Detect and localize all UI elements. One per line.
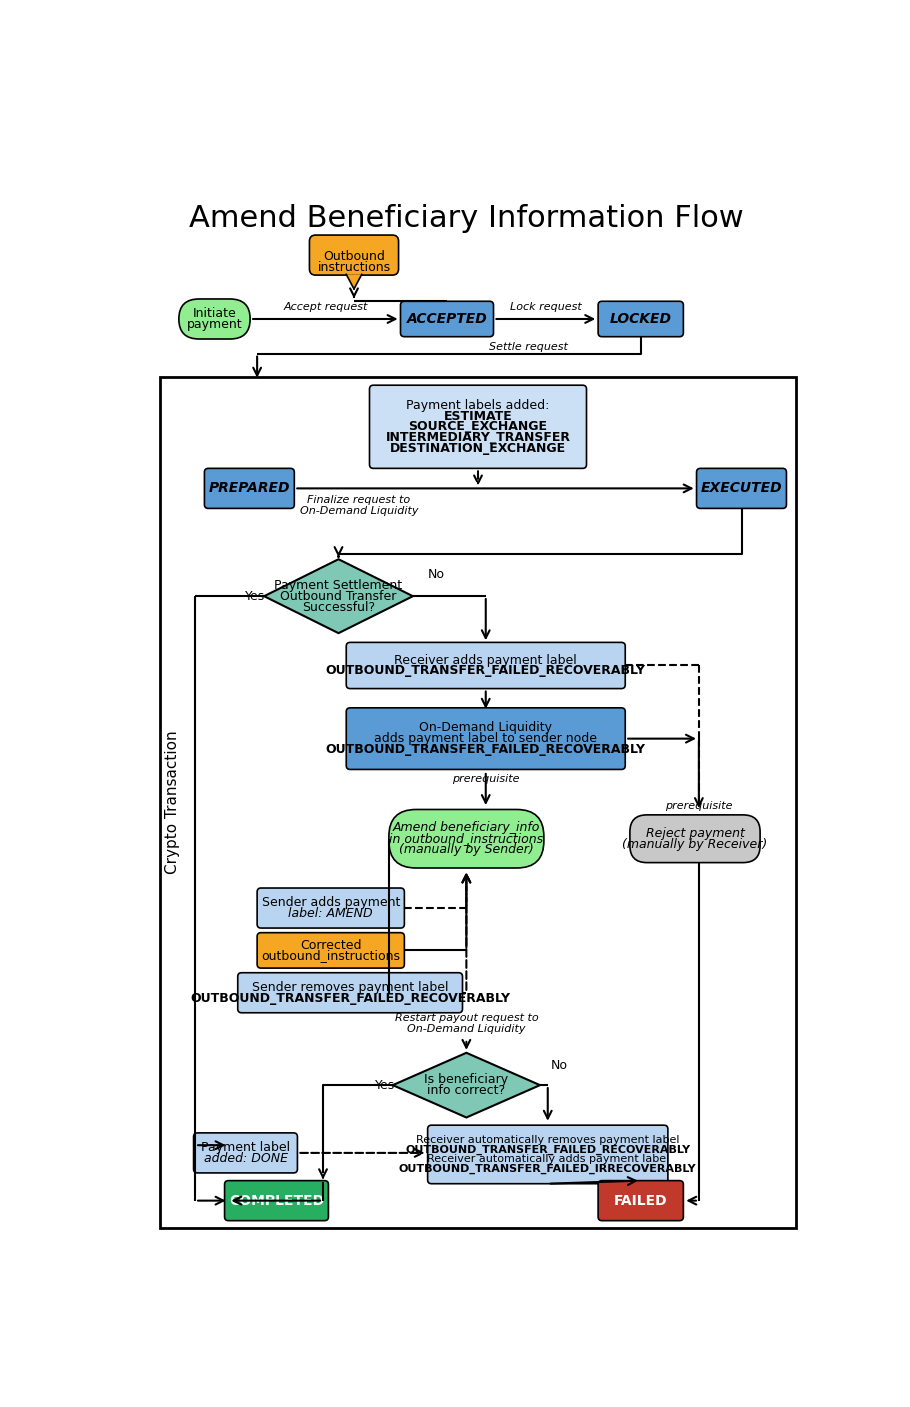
Text: Reject payment: Reject payment: [645, 827, 744, 840]
FancyBboxPatch shape: [309, 235, 399, 276]
FancyBboxPatch shape: [258, 933, 404, 968]
Text: INTERMEDIARY_TRANSFER: INTERMEDIARY_TRANSFER: [386, 431, 571, 445]
Text: prerequisite: prerequisite: [452, 774, 520, 784]
FancyBboxPatch shape: [258, 888, 404, 929]
Polygon shape: [346, 274, 362, 288]
FancyBboxPatch shape: [346, 708, 625, 770]
Text: instructions: instructions: [318, 262, 390, 274]
Text: Crypto Transaction: Crypto Transaction: [165, 730, 180, 874]
Text: OUTBOUND_TRANSFER_FAILED_RECOVERABLY: OUTBOUND_TRANSFER_FAILED_RECOVERABLY: [405, 1144, 691, 1155]
Text: Is beneficiary: Is beneficiary: [424, 1074, 509, 1086]
FancyBboxPatch shape: [696, 469, 786, 508]
Text: Accept request: Accept request: [283, 303, 368, 312]
Text: Payment labels added:: Payment labels added:: [406, 398, 550, 412]
Text: SOURCE_EXCHANGE: SOURCE_EXCHANGE: [409, 421, 548, 433]
Text: Receiver automatically removes payment label: Receiver automatically removes payment l…: [416, 1135, 680, 1145]
Text: FAILED: FAILED: [614, 1193, 668, 1207]
Text: Initiate: Initiate: [193, 307, 237, 321]
Text: No: No: [551, 1059, 568, 1072]
FancyBboxPatch shape: [598, 1180, 683, 1221]
Text: Receiver automatically adds payment label: Receiver automatically adds payment labe…: [427, 1154, 669, 1164]
Text: Sender removes payment label: Sender removes payment label: [252, 981, 449, 993]
Text: DESTINATION_EXCHANGE: DESTINATION_EXCHANGE: [390, 442, 566, 454]
Text: Receiver adds payment label: Receiver adds payment label: [394, 654, 577, 667]
Text: Payment Settlement: Payment Settlement: [275, 578, 402, 591]
FancyBboxPatch shape: [205, 469, 294, 508]
Text: OUTBOUND_TRANSFER_FAILED_RECOVERABLY: OUTBOUND_TRANSFER_FAILED_RECOVERABLY: [326, 664, 646, 677]
Text: payment: payment: [187, 318, 242, 331]
Text: Finalize request to
On-Demand Liquidity: Finalize request to On-Demand Liquidity: [299, 494, 419, 516]
Text: Amend Beneficiary Information Flow: Amend Beneficiary Information Flow: [189, 204, 743, 234]
FancyBboxPatch shape: [179, 298, 250, 339]
Text: Settle request: Settle request: [489, 342, 568, 353]
Text: Payment label: Payment label: [201, 1141, 290, 1154]
Text: OUTBOUND_TRANSFER_FAILED_RECOVERABLY: OUTBOUND_TRANSFER_FAILED_RECOVERABLY: [190, 992, 511, 1005]
Text: LOCKED: LOCKED: [610, 312, 672, 326]
FancyBboxPatch shape: [346, 643, 625, 688]
FancyBboxPatch shape: [598, 301, 683, 336]
Text: added: DONE: added: DONE: [204, 1152, 288, 1165]
Text: Outbound Transfer: Outbound Transfer: [280, 590, 397, 602]
Text: OUTBOUND_TRANSFER_FAILED_RECOVERABLY: OUTBOUND_TRANSFER_FAILED_RECOVERABLY: [326, 743, 646, 756]
FancyBboxPatch shape: [369, 386, 587, 469]
Text: Sender adds payment: Sender adds payment: [261, 896, 399, 909]
Text: label: AMEND: label: AMEND: [288, 908, 373, 920]
FancyBboxPatch shape: [630, 815, 760, 862]
Polygon shape: [264, 559, 413, 633]
FancyBboxPatch shape: [238, 972, 462, 1013]
Text: outbound_instructions: outbound_instructions: [261, 950, 400, 962]
FancyBboxPatch shape: [389, 809, 544, 868]
Text: Successful?: Successful?: [302, 601, 375, 613]
Text: ACCEPTED: ACCEPTED: [407, 312, 488, 326]
Text: Yes: Yes: [375, 1079, 395, 1092]
Text: (manually by Receiver): (manually by Receiver): [622, 837, 768, 851]
Text: PREPARED: PREPARED: [208, 481, 290, 495]
Text: in outbound_instructions: in outbound_instructions: [389, 832, 543, 846]
FancyBboxPatch shape: [160, 377, 795, 1227]
Text: On-Demand Liquidity: On-Demand Liquidity: [420, 722, 552, 734]
FancyBboxPatch shape: [400, 301, 493, 336]
Text: No: No: [428, 568, 445, 581]
Text: Yes: Yes: [245, 590, 265, 602]
Text: Corrected: Corrected: [300, 938, 361, 951]
Text: EXECUTED: EXECUTED: [701, 481, 783, 495]
Text: Amend beneficiary_info: Amend beneficiary_info: [393, 822, 540, 834]
Text: ESTIMATE: ESTIMATE: [444, 409, 512, 422]
Text: COMPLETED: COMPLETED: [229, 1193, 324, 1207]
Polygon shape: [393, 1052, 540, 1117]
Text: Lock request: Lock request: [511, 303, 582, 312]
Text: (manually by Sender): (manually by Sender): [399, 843, 534, 855]
FancyBboxPatch shape: [194, 1133, 298, 1173]
Text: prerequisite: prerequisite: [665, 801, 733, 810]
FancyBboxPatch shape: [225, 1180, 329, 1221]
Text: info correct?: info correct?: [428, 1085, 505, 1097]
Text: adds payment label to sender node: adds payment label to sender node: [374, 732, 597, 746]
Text: OUTBOUND_TRANSFER_FAILED_IRRECOVERABLY: OUTBOUND_TRANSFER_FAILED_IRRECOVERABLY: [399, 1164, 696, 1173]
Text: Outbound: Outbound: [323, 250, 385, 263]
Text: Restart payout request to
On-Demand Liquidity: Restart payout request to On-Demand Liqu…: [395, 1013, 538, 1034]
FancyBboxPatch shape: [428, 1126, 668, 1183]
